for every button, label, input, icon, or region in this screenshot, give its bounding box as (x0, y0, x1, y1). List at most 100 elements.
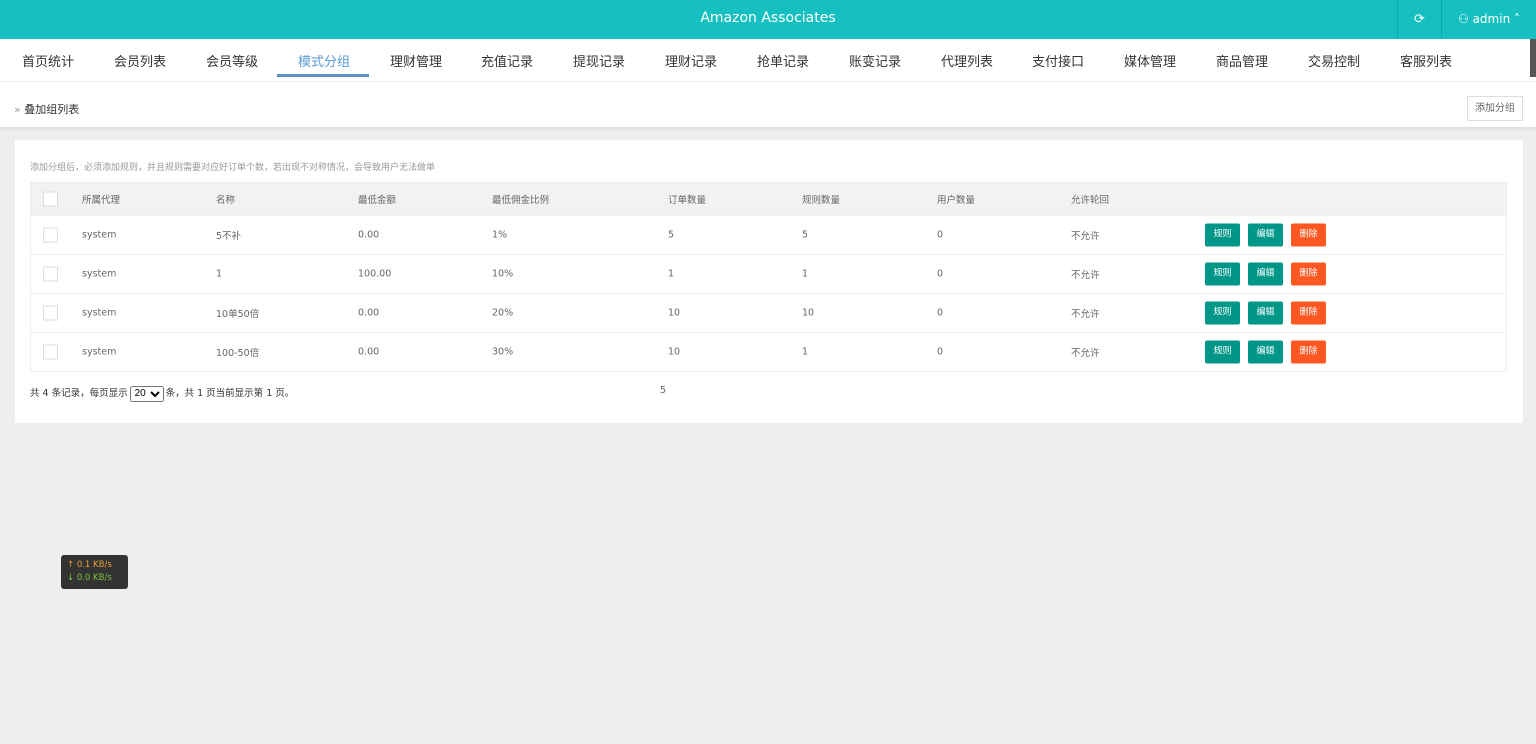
delete-button[interactable]: 删除 (1291, 223, 1326, 247)
nav-tab[interactable]: 账变记录 (849, 55, 902, 70)
cell-name: 10单50倍 (216, 309, 260, 320)
nav-tab[interactable]: 媒体管理 (1124, 55, 1177, 70)
nav-tab[interactable]: 商品管理 (1216, 55, 1269, 70)
group-panel: 添加分组后，必须添加规则，并且规则需要对应好订单个数，若出现不对称情况，会导致用… (15, 140, 1523, 423)
cell-min-rate: 10% (492, 268, 514, 280)
column-header: 订单数量 (668, 195, 707, 206)
nav-tab[interactable]: 抢单记录 (757, 55, 810, 70)
cell-rules: 10 (802, 307, 815, 319)
edit-button[interactable]: 编辑 (1248, 340, 1283, 364)
table-header: 所属代理 名称 最低金额 最低佣金比例 订单数量 规则数量 用户数量 允许轮回 (31, 183, 1506, 215)
stray-value: 5 (660, 385, 667, 396)
row-checkbox[interactable] (43, 266, 58, 282)
cell-agent: system (82, 307, 117, 319)
refresh-icon[interactable]: ⟳ (1397, 0, 1441, 39)
nav-tab[interactable]: 交易控制 (1308, 55, 1361, 70)
table-row: system 10单50倍 0.00 20% 10 10 0 不允许 规则 编辑 删除 (31, 293, 1506, 332)
column-header: 名称 (216, 195, 236, 206)
app-title: Amazon Associates (700, 10, 836, 26)
column-header: 用户数量 (937, 195, 976, 206)
add-group-button[interactable]: 添加分组 (1467, 96, 1523, 121)
nav-tab[interactable]: 理财管理 (390, 55, 443, 70)
cell-min-rate: 20% (492, 307, 514, 319)
nav-tab[interactable]: 会员等级 (206, 55, 259, 70)
nav-tab[interactable]: 代理列表 (941, 55, 994, 70)
column-header: 最低佣金比例 (492, 195, 550, 206)
cell-min-rate: 30% (492, 346, 514, 358)
delete-button[interactable]: 删除 (1291, 301, 1326, 325)
cell-min-rate: 1% (492, 229, 508, 241)
tip-text: 添加分组后，必须添加规则，并且规则需要对应好订单个数，若出现不对称情况，会导致用… (30, 163, 436, 173)
cell-orders: 1 (668, 268, 675, 280)
cell-min-amount: 0.00 (358, 229, 380, 241)
cell-orders: 10 (668, 346, 681, 358)
column-header: 允许轮回 (1071, 195, 1110, 206)
cell-users: 0 (937, 307, 944, 319)
upload-speed: ↑ 0.1 KB/s (67, 560, 112, 570)
row-checkbox[interactable] (43, 344, 58, 360)
table-row: system 5不补 0.00 1% 5 5 0 不允许 规则 编辑 删除 (31, 215, 1506, 254)
user-icon: ⚇ (1458, 12, 1473, 26)
cell-orders: 5 (668, 229, 675, 241)
cell-name: 100-50倍 (216, 348, 260, 359)
pagination-info: 共 4 条记录，每页显示 20 条，共 1 页当前显示第 1 页。 (30, 385, 294, 402)
cell-cycle: 不允许 (1071, 270, 1100, 281)
table-row: system 1 100.00 10% 1 1 0 不允许 规则 编辑 删除 (31, 254, 1506, 293)
cell-agent: system (82, 346, 117, 358)
top-bar: Amazon Associates ⟳ ⚇ admin ˄ (0, 0, 1536, 39)
network-speed-widget: ↑ 0.1 KB/s ↓ 0.0 KB/s (61, 555, 128, 589)
cell-cycle: 不允许 (1071, 309, 1100, 320)
cell-cycle: 不允许 (1071, 348, 1100, 359)
edit-button[interactable]: 编辑 (1248, 223, 1283, 247)
column-header: 规则数量 (802, 195, 841, 206)
cell-rules: 5 (802, 229, 809, 241)
footer-prefix: 共 4 条记录，每页显示 (30, 388, 128, 399)
double-chevron-icon: » (14, 103, 25, 116)
cell-min-amount: 0.00 (358, 307, 380, 319)
row-checkbox[interactable] (43, 227, 58, 243)
column-header: 所属代理 (82, 195, 121, 206)
nav-tab[interactable]: 提现记录 (573, 55, 626, 70)
rules-button[interactable]: 规则 (1205, 223, 1240, 247)
edit-button[interactable]: 编辑 (1248, 301, 1283, 325)
active-tab-indicator (277, 74, 369, 77)
table-row: system 100-50倍 0.00 30% 10 1 0 不允许 规则 编辑 删除 (31, 332, 1506, 371)
delete-button[interactable]: 删除 (1291, 340, 1326, 364)
cell-name: 1 (216, 268, 223, 280)
row-checkbox[interactable] (43, 305, 58, 321)
cell-min-amount: 100.00 (358, 268, 392, 280)
cell-name: 5不补 (216, 231, 242, 242)
scrollbar[interactable] (1530, 39, 1536, 77)
delete-button[interactable]: 删除 (1291, 262, 1326, 286)
breadcrumb-bar: » 叠加组列表 添加分组 (0, 81, 1536, 127)
page-size-select[interactable]: 20 (129, 385, 164, 402)
edit-button[interactable]: 编辑 (1248, 262, 1283, 286)
cell-users: 0 (937, 346, 944, 358)
footer-suffix: 条，共 1 页当前显示第 1 页。 (165, 388, 295, 399)
column-header: 最低金额 (358, 195, 397, 206)
nav-tab[interactable]: 客服列表 (1400, 55, 1453, 70)
cell-orders: 10 (668, 307, 681, 319)
rules-button[interactable]: 规则 (1205, 262, 1240, 286)
breadcrumb: » 叠加组列表 (14, 101, 79, 117)
cell-cycle: 不允许 (1071, 231, 1100, 242)
nav-tab[interactable]: 模式分组 (298, 55, 351, 70)
cell-rules: 1 (802, 346, 809, 358)
breadcrumb-label: 叠加组列表 (24, 103, 80, 116)
rules-button[interactable]: 规则 (1205, 340, 1240, 364)
nav-tab[interactable]: 首页统计 (22, 55, 75, 70)
download-speed: ↓ 0.0 KB/s (67, 573, 112, 583)
nav-tab[interactable]: 理财记录 (665, 55, 718, 70)
nav-tab[interactable]: 支付接口 (1032, 55, 1085, 70)
chevron-up-icon: ˄ (1510, 12, 1521, 26)
rules-button[interactable]: 规则 (1205, 301, 1240, 325)
user-menu[interactable]: ⚇ admin ˄ (1441, 0, 1536, 39)
nav-tab[interactable]: 充值记录 (481, 55, 534, 70)
select-all-checkbox[interactable] (43, 191, 58, 207)
cell-agent: system (82, 268, 117, 280)
cell-users: 0 (937, 268, 944, 280)
cell-users: 0 (937, 229, 944, 241)
cell-min-amount: 0.00 (358, 346, 380, 358)
nav-tab[interactable]: 会员列表 (114, 55, 167, 70)
username: admin (1472, 12, 1511, 26)
